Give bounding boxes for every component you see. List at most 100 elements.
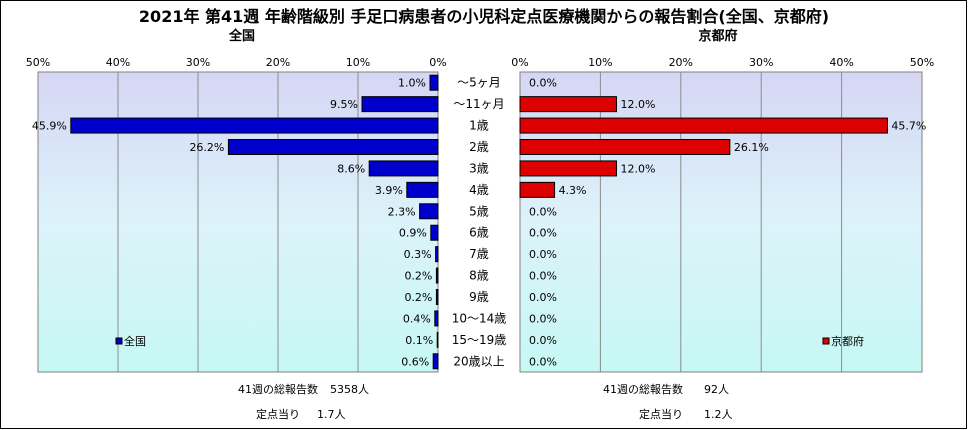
right-bar	[519, 160, 617, 177]
left-bar-label: 0.3%	[404, 248, 432, 261]
right-bar-label: 26.1%	[734, 141, 769, 154]
left-bar	[361, 96, 439, 113]
right-bar-label: 0.0%	[529, 248, 557, 261]
right-plot-area	[519, 71, 923, 373]
chart-title: 2021年 第41週 年齢階級別 手足口病患者の小児科定点医療機関からの報告割合…	[139, 7, 829, 26]
left-bar	[436, 331, 439, 348]
right-bar	[519, 139, 731, 155]
right-bar-label: 0.0%	[529, 205, 557, 218]
left-bar-label: 3.9%	[375, 184, 403, 197]
left-plot-area	[37, 71, 439, 373]
category-label: 10～14歳	[452, 311, 507, 325]
left-per-value: 1.7人	[317, 408, 346, 421]
category-label: ～5ヶ月	[457, 76, 501, 90]
left-bar-label: 0.4%	[403, 312, 431, 325]
left-legend-swatch	[115, 337, 123, 345]
right-tick-label: 0%	[511, 56, 528, 69]
right-legend-label: 京都府	[831, 334, 864, 348]
right-bar-label: 4.3%	[559, 184, 587, 197]
right-legend-swatch	[822, 337, 830, 345]
right-footer: 41週の総報告数 92人 定点当り 1.2人	[603, 382, 733, 421]
right-tick-label: 50%	[910, 56, 934, 69]
category-label: 20歳以上	[453, 354, 504, 368]
right-per-value: 1.2人	[704, 408, 733, 421]
right-tick-label: 20%	[669, 56, 693, 69]
right-bar-label: 12.0%	[620, 162, 655, 175]
right-legend: 京都府	[822, 334, 864, 348]
left-tick-label: 30%	[186, 56, 210, 69]
left-bar-label: 0.1%	[405, 334, 433, 347]
left-bar	[432, 353, 439, 370]
right-bar-label: 0.0%	[529, 227, 557, 240]
category-label: 7歳	[469, 247, 489, 261]
left-bar	[70, 117, 439, 134]
right-bar	[519, 117, 888, 134]
right-bar-label: 0.0%	[529, 291, 557, 304]
left-bar-label: 45.9%	[32, 120, 67, 133]
left-bar-label: 2.3%	[388, 205, 416, 218]
right-per-label: 定点当り	[639, 407, 683, 421]
right-axis-ticks: 0% 10% 20% 30% 40% 50%	[511, 56, 934, 69]
category-label: 9歳	[469, 290, 489, 304]
left-bar	[368, 160, 439, 177]
left-bar	[430, 224, 439, 241]
category-label: 6歳	[469, 226, 489, 240]
right-bar-label: 0.0%	[529, 334, 557, 347]
left-bar-label: 1.0%	[398, 77, 426, 90]
left-bar-label: 0.2%	[404, 270, 432, 283]
left-bar-label: 0.6%	[401, 355, 429, 368]
category-label: 8歳	[469, 269, 489, 283]
right-tick-label: 40%	[829, 56, 853, 69]
right-total-value: 92人	[704, 383, 729, 396]
left-bar-label: 0.9%	[399, 227, 427, 240]
right-bar-label: 0.0%	[529, 270, 557, 283]
left-bar-label: 0.2%	[404, 291, 432, 304]
left-legend: 全国	[115, 334, 146, 348]
left-axis-ticks: 0% 10% 20% 30% 40% 50%	[26, 56, 447, 69]
left-legend-label: 全国	[124, 334, 146, 348]
category-label: 15～19歳	[452, 333, 507, 347]
left-bar-label: 26.2%	[189, 141, 224, 154]
right-panel-title: 京都府	[698, 28, 737, 44]
left-total-label: 41週の総報告数	[238, 382, 318, 396]
left-tick-label: 40%	[106, 56, 130, 69]
left-bar	[434, 310, 439, 327]
left-panel-title: 全国	[228, 28, 255, 44]
right-bar-label: 0.0%	[529, 77, 557, 90]
left-bar-label: 9.5%	[330, 98, 358, 111]
left-per-label: 定点当り	[256, 407, 300, 421]
left-bar	[435, 246, 439, 263]
left-bar	[227, 139, 439, 155]
category-label: 5歳	[469, 204, 489, 218]
left-bar	[435, 267, 439, 284]
left-bar	[429, 74, 439, 91]
left-bar-label: 8.6%	[337, 162, 365, 175]
left-tick-label: 10%	[346, 56, 370, 69]
left-footer: 41週の総報告数 5358人 定点当り 1.7人	[238, 382, 369, 421]
left-bar	[406, 181, 439, 198]
category-label: 3歳	[469, 161, 489, 175]
category-label: 2歳	[469, 140, 489, 154]
category-label: 4歳	[469, 183, 489, 197]
category-label: 1歳	[469, 119, 489, 133]
left-tick-label: 50%	[26, 56, 50, 69]
category-label: ～11ヶ月	[453, 97, 504, 111]
left-tick-label: 20%	[266, 56, 290, 69]
category-labels: ～5ヶ月 ～11ヶ月 1歳 2歳 3歳 4歳 5歳 6歳 7歳 8歳 9歳 10～14歳 15～19歳 2…	[452, 76, 507, 369]
left-series-bars: 1.0% 9.5% 45.9% 26.2% 8.6% 3.9% 2.3% 0.9% 0.3% 0.…	[32, 74, 439, 370]
left-total-value: 5358人	[330, 383, 369, 396]
right-bar	[519, 181, 556, 198]
right-bar-label: 0.0%	[529, 355, 557, 368]
right-bar	[519, 96, 617, 113]
left-bar	[435, 289, 439, 305]
right-bar-label: 0.0%	[529, 312, 557, 325]
left-bar	[419, 203, 439, 220]
right-tick-label: 30%	[749, 56, 773, 69]
right-bar-label: 12.0%	[620, 98, 655, 111]
right-tick-label: 10%	[588, 56, 612, 69]
right-bar-label: 45.7%	[891, 120, 926, 133]
right-series-bars: 0.0%12.0%45.7%26.1%12.0%4.3%0.0%0.0%0.0%…	[519, 77, 926, 368]
right-total-label: 41週の総報告数	[603, 382, 683, 396]
left-tick-label: 0%	[429, 56, 446, 69]
